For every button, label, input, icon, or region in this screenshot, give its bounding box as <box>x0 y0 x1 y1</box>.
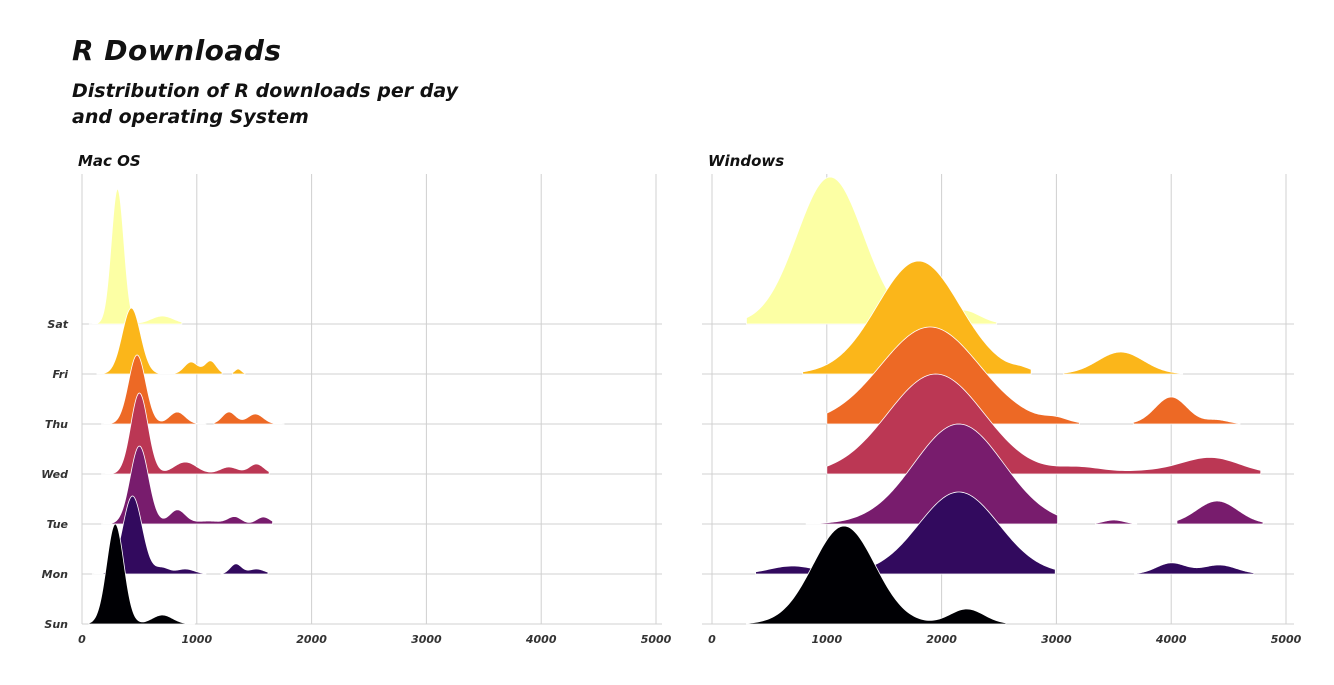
ridge-sat <box>746 176 998 325</box>
ridge-thu <box>101 354 207 425</box>
facet-windows: Windows 0 1000 2000 3000 4000 5000 <box>702 152 1302 646</box>
subtitle-line-1: Distribution of R downloads per day <box>72 80 458 102</box>
ridge-sun <box>88 523 195 625</box>
ridge-mon <box>1134 562 1255 575</box>
ridge-thu <box>826 326 1080 425</box>
ridge-mon <box>220 563 269 575</box>
ridge-mon <box>755 491 1056 575</box>
facet-mac-os: Mac OS 0 1000 2000 3000 4000 5000 Sun Mon Tue Wed T… <box>41 152 671 646</box>
x-tick-label: 1000 <box>181 633 212 646</box>
ridge-tue <box>1095 519 1138 525</box>
x-tick-label: 0 <box>708 633 716 646</box>
ridge-tue <box>805 423 1058 525</box>
x-tick-label: 3000 <box>411 633 442 646</box>
ridge-tue <box>1176 500 1264 525</box>
y-tick-label-sun: Sun <box>44 618 68 631</box>
chart-subtitle: Distribution of R downloads per day and … <box>72 78 512 130</box>
ridge-sat <box>88 188 183 325</box>
y-tick-label-wed: Wed <box>41 468 68 481</box>
chart-title: R Downloads <box>72 34 282 67</box>
ridge-fri <box>802 260 1032 375</box>
x-tick-label: 4000 <box>525 633 557 646</box>
ridge-sun <box>746 525 1007 625</box>
ridge-fri <box>96 307 223 375</box>
ridge-fri <box>231 368 246 375</box>
ridge-thu <box>213 411 285 425</box>
x-tick-label: 5000 <box>641 633 672 646</box>
subtitle-line-2: and operating System <box>72 106 309 128</box>
x-tick-label: 4000 <box>1155 633 1187 646</box>
facet-title: Mac OS <box>78 152 141 170</box>
x-tick-label: 2000 <box>296 633 327 646</box>
x-tick-label: 2000 <box>926 633 957 646</box>
ridge-thu <box>1132 396 1241 425</box>
x-tick-label: 3000 <box>1041 633 1072 646</box>
ridge-fri <box>1062 351 1184 375</box>
y-tick-label-sat: Sat <box>47 318 68 331</box>
x-tick-label: 1000 <box>811 633 842 646</box>
x-tick-label: 0 <box>78 633 86 646</box>
y-tick-label-tue: Tue <box>47 518 69 531</box>
y-tick-label-fri: Fri <box>52 368 68 381</box>
facet-title: Windows <box>708 152 784 170</box>
y-tick-label-mon: Mon <box>42 568 69 581</box>
x-tick-label: 5000 <box>1271 633 1302 646</box>
ridge-tue <box>101 445 273 525</box>
y-tick-label-thu: Thu <box>45 418 68 431</box>
